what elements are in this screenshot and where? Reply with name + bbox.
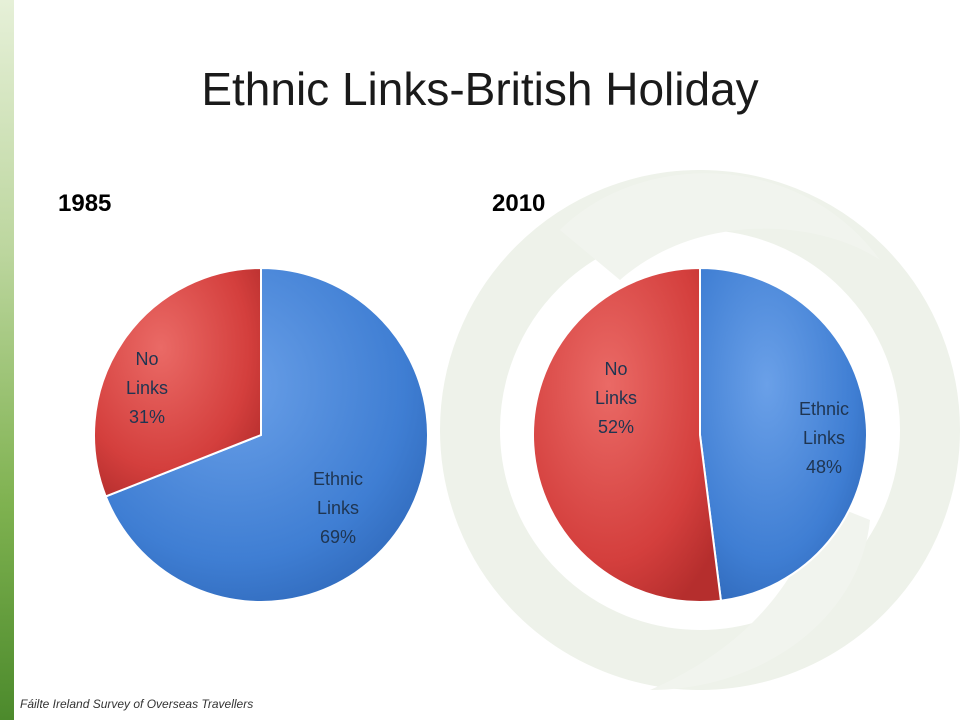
pie-2010-slice-no-links	[532, 266, 723, 603]
pie-2010-slice-ethnic-links	[699, 266, 868, 602]
pie-1985-label-ethnic-links: Ethnic Links 69%	[313, 469, 363, 547]
pie-2010-label-ethnic-links: Ethnic Links 48%	[799, 399, 849, 477]
pie-1985-slice-ethnic-links	[104, 266, 429, 603]
source-note: Fáilte Ireland Survey of Overseas Travel…	[20, 697, 254, 711]
pie-1985-slice-no-links	[93, 266, 262, 498]
chart-2010-title: 2010	[492, 190, 546, 217]
pie-2010-label-no-links: No Links 52%	[595, 359, 637, 437]
slide-title: Ethnic Links-British Holiday	[201, 63, 759, 115]
chart-1985-title: 1985	[58, 190, 112, 217]
pie-1985-label-no-links: No Links 31%	[126, 349, 168, 427]
left-accent-bar	[0, 0, 14, 720]
